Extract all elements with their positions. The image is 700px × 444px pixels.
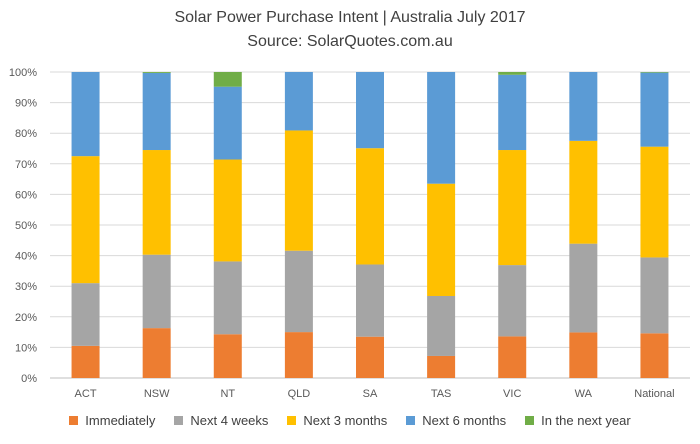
bar-next-6-months-sa (356, 72, 384, 149)
bar-next-4-weeks-nsw (142, 254, 171, 329)
legend-swatch (406, 416, 416, 425)
bar-in-the-next-year-nsw (142, 72, 171, 73)
x-tick-label: QLD (288, 388, 311, 400)
legend-swatch (69, 416, 79, 425)
bar-in-the-next-year-national (640, 72, 669, 73)
bar-next-6-months-qld (284, 72, 313, 131)
bar-next-3-months-national (640, 146, 669, 258)
x-tick-label: WA (575, 388, 593, 400)
bar-next-6-months-tas (427, 72, 456, 184)
y-tick-label: 40% (15, 251, 37, 263)
bar-next-3-months-nt (213, 159, 242, 262)
y-tick-label: 30% (15, 281, 37, 293)
bar-next-3-months-vic (498, 150, 527, 266)
legend-label: In the next year (541, 413, 631, 428)
y-tick-label: 10% (15, 342, 37, 354)
bar-next-6-months-national (640, 72, 669, 147)
bar-immediately-qld (284, 332, 313, 378)
chart-subtitle: Source: SolarQuotes.com.au (247, 33, 453, 50)
legend-swatch (287, 416, 297, 425)
bar-next-3-months-sa (356, 148, 384, 265)
bar-immediately-tas (427, 355, 456, 378)
bar-next-6-months-nt (213, 86, 242, 160)
legend-label: Next 6 months (422, 413, 507, 428)
legend-swatch (525, 416, 535, 425)
y-tick-label: 60% (15, 189, 37, 201)
x-tick-label: SA (363, 388, 378, 400)
y-tick-label: 0% (21, 373, 37, 385)
x-tick-label: VIC (503, 388, 521, 400)
bar-next-6-months-vic (498, 74, 527, 151)
legend-item: Immediately (69, 413, 155, 428)
bar-next-3-months-act (71, 156, 100, 284)
bar-next-4-weeks-qld (284, 250, 313, 333)
legend-label: Immediately (85, 413, 156, 428)
y-tick-label: 100% (9, 67, 37, 79)
bar-immediately-sa (356, 336, 384, 378)
bar-in-the-next-year-vic (498, 72, 527, 75)
legend-label: Next 4 weeks (190, 413, 269, 428)
bar-next-6-months-nsw (142, 72, 171, 151)
bar-next-3-months-wa (569, 140, 598, 244)
bar-immediately-wa (569, 332, 598, 378)
y-tick-label: 70% (15, 159, 37, 171)
legend-item: Next 3 months (287, 413, 387, 428)
bar-in-the-next-year-nt (213, 72, 242, 87)
x-tick-label: National (634, 388, 674, 400)
y-tick-label: 80% (15, 128, 37, 140)
bar-next-6-months-wa (569, 72, 598, 141)
bar-next-6-months-act (71, 72, 100, 157)
legend-label: Next 3 months (303, 413, 388, 428)
bar-next-3-months-nsw (142, 150, 171, 255)
bar-immediately-nsw (142, 328, 171, 378)
y-tick-label: 20% (15, 312, 37, 324)
y-tick-label: 90% (15, 98, 37, 110)
bar-next-4-weeks-wa (569, 243, 598, 333)
bar-next-4-weeks-act (71, 283, 100, 346)
chart-title: Solar Power Purchase Intent | Australia … (174, 9, 526, 26)
bar-next-4-weeks-nt (213, 261, 242, 335)
x-tick-label: NT (220, 388, 235, 400)
bar-next-4-weeks-tas (427, 295, 456, 356)
legend-item: In the next year (525, 413, 631, 428)
bar-immediately-vic (498, 336, 527, 378)
bar-next-3-months-qld (284, 130, 313, 251)
x-tick-label: ACT (75, 388, 97, 400)
x-tick-label: TAS (431, 388, 452, 400)
legend-swatch (174, 416, 184, 425)
bar-next-4-weeks-national (640, 257, 669, 334)
bar-next-3-months-tas (427, 183, 456, 296)
legend: Immediately Next 4 weeks Next 3 months Next… (0, 413, 700, 428)
bar-immediately-nt (213, 334, 242, 378)
x-tick-label: NSW (144, 388, 170, 400)
bar-next-4-weeks-sa (356, 264, 384, 337)
y-tick-label: 50% (15, 220, 37, 232)
bar-immediately-act (71, 345, 100, 378)
bar-next-4-weeks-vic (498, 265, 527, 337)
bar-immediately-national (640, 333, 669, 378)
legend-item: Next 4 weeks (174, 413, 268, 428)
legend-item: Next 6 months (406, 413, 506, 428)
